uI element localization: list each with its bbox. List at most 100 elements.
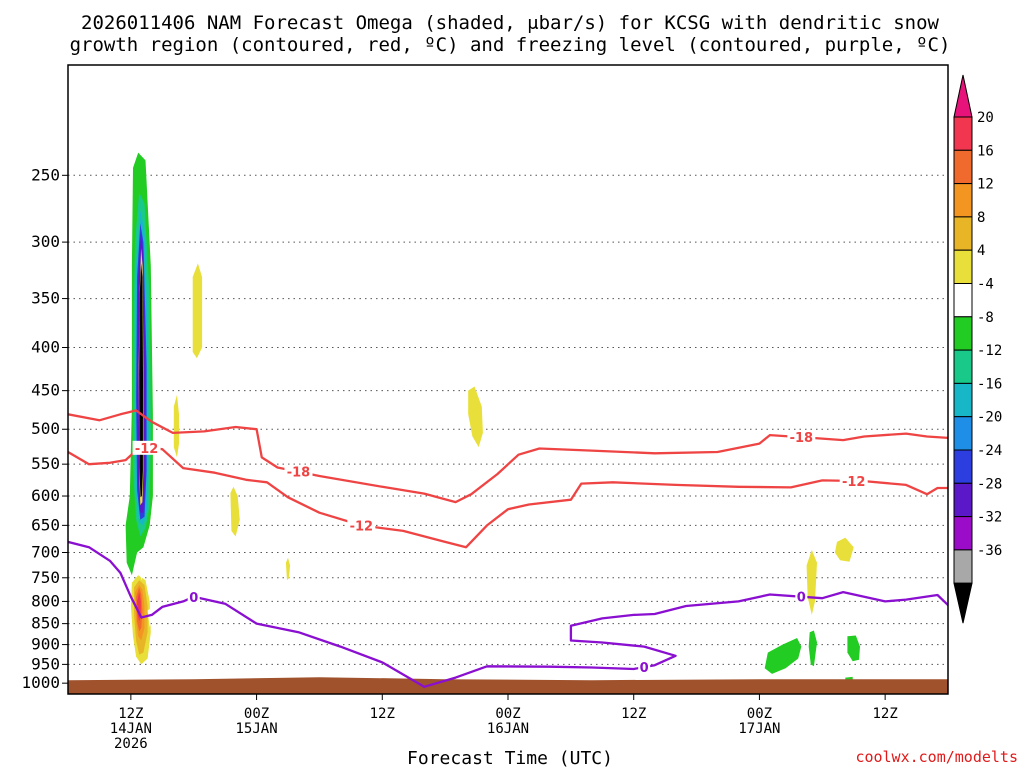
colorbar-label: -36	[977, 543, 1002, 559]
omega-region-purple-tiny	[139, 562, 144, 581]
contour-label-bg	[787, 430, 816, 445]
y-tick-label: 750	[31, 568, 60, 587]
y-tick-label: 350	[31, 289, 60, 308]
ground-layer	[68, 677, 948, 694]
x-tick-label: 12Z	[118, 706, 143, 722]
y-tick-label: 650	[31, 515, 60, 534]
colorbar-over-arrow	[953, 74, 973, 118]
colorbar-label: 20	[977, 110, 994, 126]
omega-region-4-c	[230, 486, 240, 537]
x-tick-label: 00Z	[747, 706, 772, 722]
contour-label: -12	[135, 442, 159, 457]
contour-label: -18	[287, 466, 311, 481]
colorbar-bin	[953, 183, 973, 218]
colorbar-bin	[953, 116, 973, 151]
omega-region-4-g	[834, 537, 854, 562]
colorbar-bin	[953, 382, 973, 418]
colorbar-label: -12	[977, 343, 1002, 359]
chart-title-line-2: growth region (contoured, red, ºC) and f…	[70, 34, 951, 56]
omega-region-minus4-a	[764, 638, 802, 674]
contour-label-bg	[795, 589, 808, 604]
y-axis-ticks: 250 300 350 400 450 500 550 600 650 700 750 800 850 9…	[21, 165, 68, 692]
colorbar-under-arrow	[953, 582, 973, 624]
colorbar-label: 16	[977, 143, 994, 159]
colorbar-label: 4	[977, 243, 985, 259]
omega-region-4-d	[285, 557, 291, 581]
x-axis-label: Forecast Time (UTC)	[407, 748, 613, 768]
chart-title-line-1: 2026011406 NAM Forecast Omega (shaded, μ…	[81, 12, 939, 34]
colorbar-bin	[953, 449, 973, 484]
contour-label-bg	[132, 440, 161, 455]
plot-frame	[67, 64, 949, 695]
colorbar-bin	[953, 283, 973, 318]
colorbar-label: -28	[977, 476, 1002, 492]
y-tick-label: 600	[31, 486, 60, 505]
y-tick-label: 550	[31, 454, 60, 473]
y-tick-label: 700	[31, 543, 60, 562]
contour-label-bg	[187, 589, 200, 604]
contour-label: -12	[350, 519, 374, 534]
x-tick-label: 12Z	[872, 706, 897, 722]
credit-text: coolwx.com/modelts	[855, 748, 1018, 766]
colorbar-bin	[953, 216, 973, 251]
y-tick-label: 900	[31, 635, 60, 654]
contour-label-bg	[638, 660, 651, 675]
y-tick-label: 400	[31, 337, 60, 356]
y-tick-label: 450	[31, 381, 60, 400]
contour-labels: -12 -12 -12 -18 -18 0 0 0	[132, 430, 868, 676]
contour-label: -18	[790, 431, 814, 446]
colorbar-bin	[953, 416, 973, 451]
y-tick-label: 950	[31, 654, 60, 673]
grid-lines	[68, 174, 948, 684]
contour-label-bg	[839, 473, 868, 488]
x-tick-label: 00Z	[495, 706, 520, 722]
omega-region-4-a	[192, 263, 203, 359]
colorbar-label: 12	[977, 177, 994, 193]
contour-label-bg	[284, 464, 313, 479]
omega-region-4-e	[468, 386, 483, 448]
omega-region-minus4-tiny	[147, 608, 152, 628]
omega-region-minus4-c	[847, 635, 860, 662]
omega-shading	[125, 152, 860, 683]
colorbar-label: -20	[977, 410, 1002, 426]
colorbar-label: -24	[977, 443, 1002, 459]
colorbar-bin	[953, 349, 973, 384]
colorbar-bin	[953, 249, 973, 284]
x-tick-label: 16JAN	[487, 721, 529, 737]
omega-region-4-f	[806, 549, 817, 615]
x-tick-label: 12Z	[370, 706, 395, 722]
x-tick-label: 14JAN	[110, 721, 152, 737]
y-tick-label: 250	[31, 165, 60, 184]
colorbar-label: -8	[977, 310, 994, 326]
colorbar-bin	[953, 549, 973, 584]
omega-region-4-b	[173, 394, 179, 458]
y-tick-label: 1000	[21, 673, 60, 692]
omega-region-under-minus36	[139, 263, 143, 498]
contour-line	[68, 409, 948, 504]
x-tick-label: 12Z	[621, 706, 646, 722]
y-tick-label: 300	[31, 232, 60, 251]
x-tick-label: 15JAN	[235, 721, 277, 737]
contour-label: 0	[640, 661, 649, 676]
x-tick-label: 00Z	[244, 706, 269, 722]
contour-line	[68, 446, 948, 549]
contour-line	[68, 540, 948, 688]
y-tick-label: 500	[31, 419, 60, 438]
colorbar-bin	[953, 482, 973, 518]
contour-label: -12	[842, 475, 866, 490]
colorbar-bin	[953, 516, 973, 551]
contour-label: 0	[189, 591, 198, 606]
omega-region-minus4-b	[808, 630, 817, 667]
y-tick-label: 850	[31, 614, 60, 633]
x-tick-label: 2026	[114, 736, 148, 752]
contour-label: 0	[797, 591, 806, 606]
ground-surface	[68, 677, 948, 694]
contour-label-bg	[347, 518, 376, 533]
colorbar-bin	[953, 149, 973, 185]
x-tick-label: 17JAN	[738, 721, 780, 737]
colorbar: 20 16 12 8 4 -4 -8 -12 -16 -20 -24 -28 -32 -36	[953, 74, 1002, 624]
colorbar-label: 8	[977, 210, 985, 226]
colorbar-label: -4	[977, 277, 994, 293]
